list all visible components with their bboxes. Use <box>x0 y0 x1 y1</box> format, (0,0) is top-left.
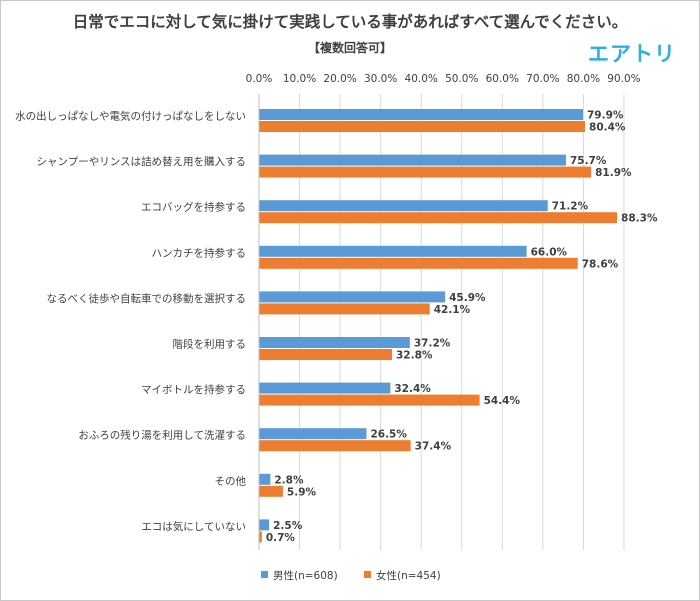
value-label-male: 79.9% <box>587 110 624 122</box>
legend-swatch-male <box>261 571 268 578</box>
value-label-female: 80.4% <box>589 122 626 134</box>
category-label: ハンカチを持参する <box>152 246 247 259</box>
category-label: 水の出しっぱなしや電気の付けっぱなしをしない <box>15 110 246 123</box>
category-label: シャンプーやリンスは詰め替え用を購入する <box>37 155 246 168</box>
bar-male <box>259 337 410 348</box>
value-label-female: 88.3% <box>621 213 658 225</box>
x-tick-label: 80.0% <box>567 73 600 85</box>
category-label: エコバッグを持参する <box>141 201 246 214</box>
bar-male <box>259 473 271 485</box>
category-label: なるべく徒歩や自転車での移動を選択する <box>47 292 247 305</box>
legend-label-male: 男性(n=608) <box>273 569 338 582</box>
bar-female <box>259 121 586 132</box>
category-label: マイボトルを持参する <box>141 383 246 396</box>
chart-title: 日常でエコに対して気に掛けて実践している事があればすべて選んでください。 <box>72 13 628 31</box>
value-label-male: 66.0% <box>531 246 568 258</box>
x-tick-label: 10.0% <box>283 73 316 85</box>
category-label: おふろの残り湯を利用して洗濯する <box>78 429 246 442</box>
value-label-male: 75.7% <box>570 155 607 167</box>
bar-female <box>259 440 411 452</box>
value-label-male: 2.5% <box>273 520 303 532</box>
bar-female <box>259 531 262 543</box>
value-label-female: 54.4% <box>484 395 521 407</box>
x-tick-label: 70.0% <box>526 73 559 85</box>
value-label-male: 32.4% <box>394 383 431 395</box>
chart-subtitle: 【複数回答可】 <box>307 41 392 55</box>
legend-swatch-female <box>364 571 371 578</box>
value-label-female: 81.9% <box>595 167 632 179</box>
bar-female <box>259 257 578 269</box>
value-label-female: 42.1% <box>434 304 471 316</box>
value-label-female: 78.6% <box>582 258 619 270</box>
bar-female <box>259 212 618 224</box>
bar-male <box>259 154 566 166</box>
x-tick-label: 0.0% <box>246 73 273 85</box>
value-label-male: 45.9% <box>449 292 486 304</box>
legend-label-female: 女性(n=454) <box>376 569 441 582</box>
bar-male <box>259 428 367 440</box>
value-label-female: 37.4% <box>415 441 452 453</box>
value-label-male: 37.2% <box>414 338 451 350</box>
x-tick-label: 50.0% <box>445 73 478 85</box>
category-label: その他 <box>215 474 247 487</box>
value-label-male: 71.2% <box>552 201 589 213</box>
bar-male <box>259 200 548 212</box>
value-label-male: 2.8% <box>274 474 304 486</box>
bar-male <box>259 382 391 394</box>
x-tick-label: 40.0% <box>405 73 438 85</box>
bar-female <box>259 303 430 315</box>
bar-female <box>259 349 393 360</box>
x-tick-label: 90.0% <box>607 73 640 85</box>
bar-female <box>259 485 283 497</box>
x-tick-label: 60.0% <box>486 73 519 85</box>
bar-male <box>259 245 527 257</box>
bar-male <box>259 291 446 303</box>
bar-female <box>259 166 592 178</box>
value-label-female: 32.8% <box>396 350 433 362</box>
value-label-male: 26.5% <box>370 429 407 441</box>
category-label: エコは気にしていない <box>141 520 246 533</box>
value-label-female: 5.9% <box>287 486 317 498</box>
category-label: 階段を利用する <box>173 338 247 351</box>
value-label-female: 0.7% <box>266 532 296 544</box>
x-tick-label: 20.0% <box>323 73 356 85</box>
bar-female <box>259 394 480 406</box>
x-tick-label: 30.0% <box>364 73 397 85</box>
bar-male <box>259 519 270 531</box>
brand-logo: エアトリ <box>588 42 676 66</box>
bar-male <box>259 109 583 120</box>
